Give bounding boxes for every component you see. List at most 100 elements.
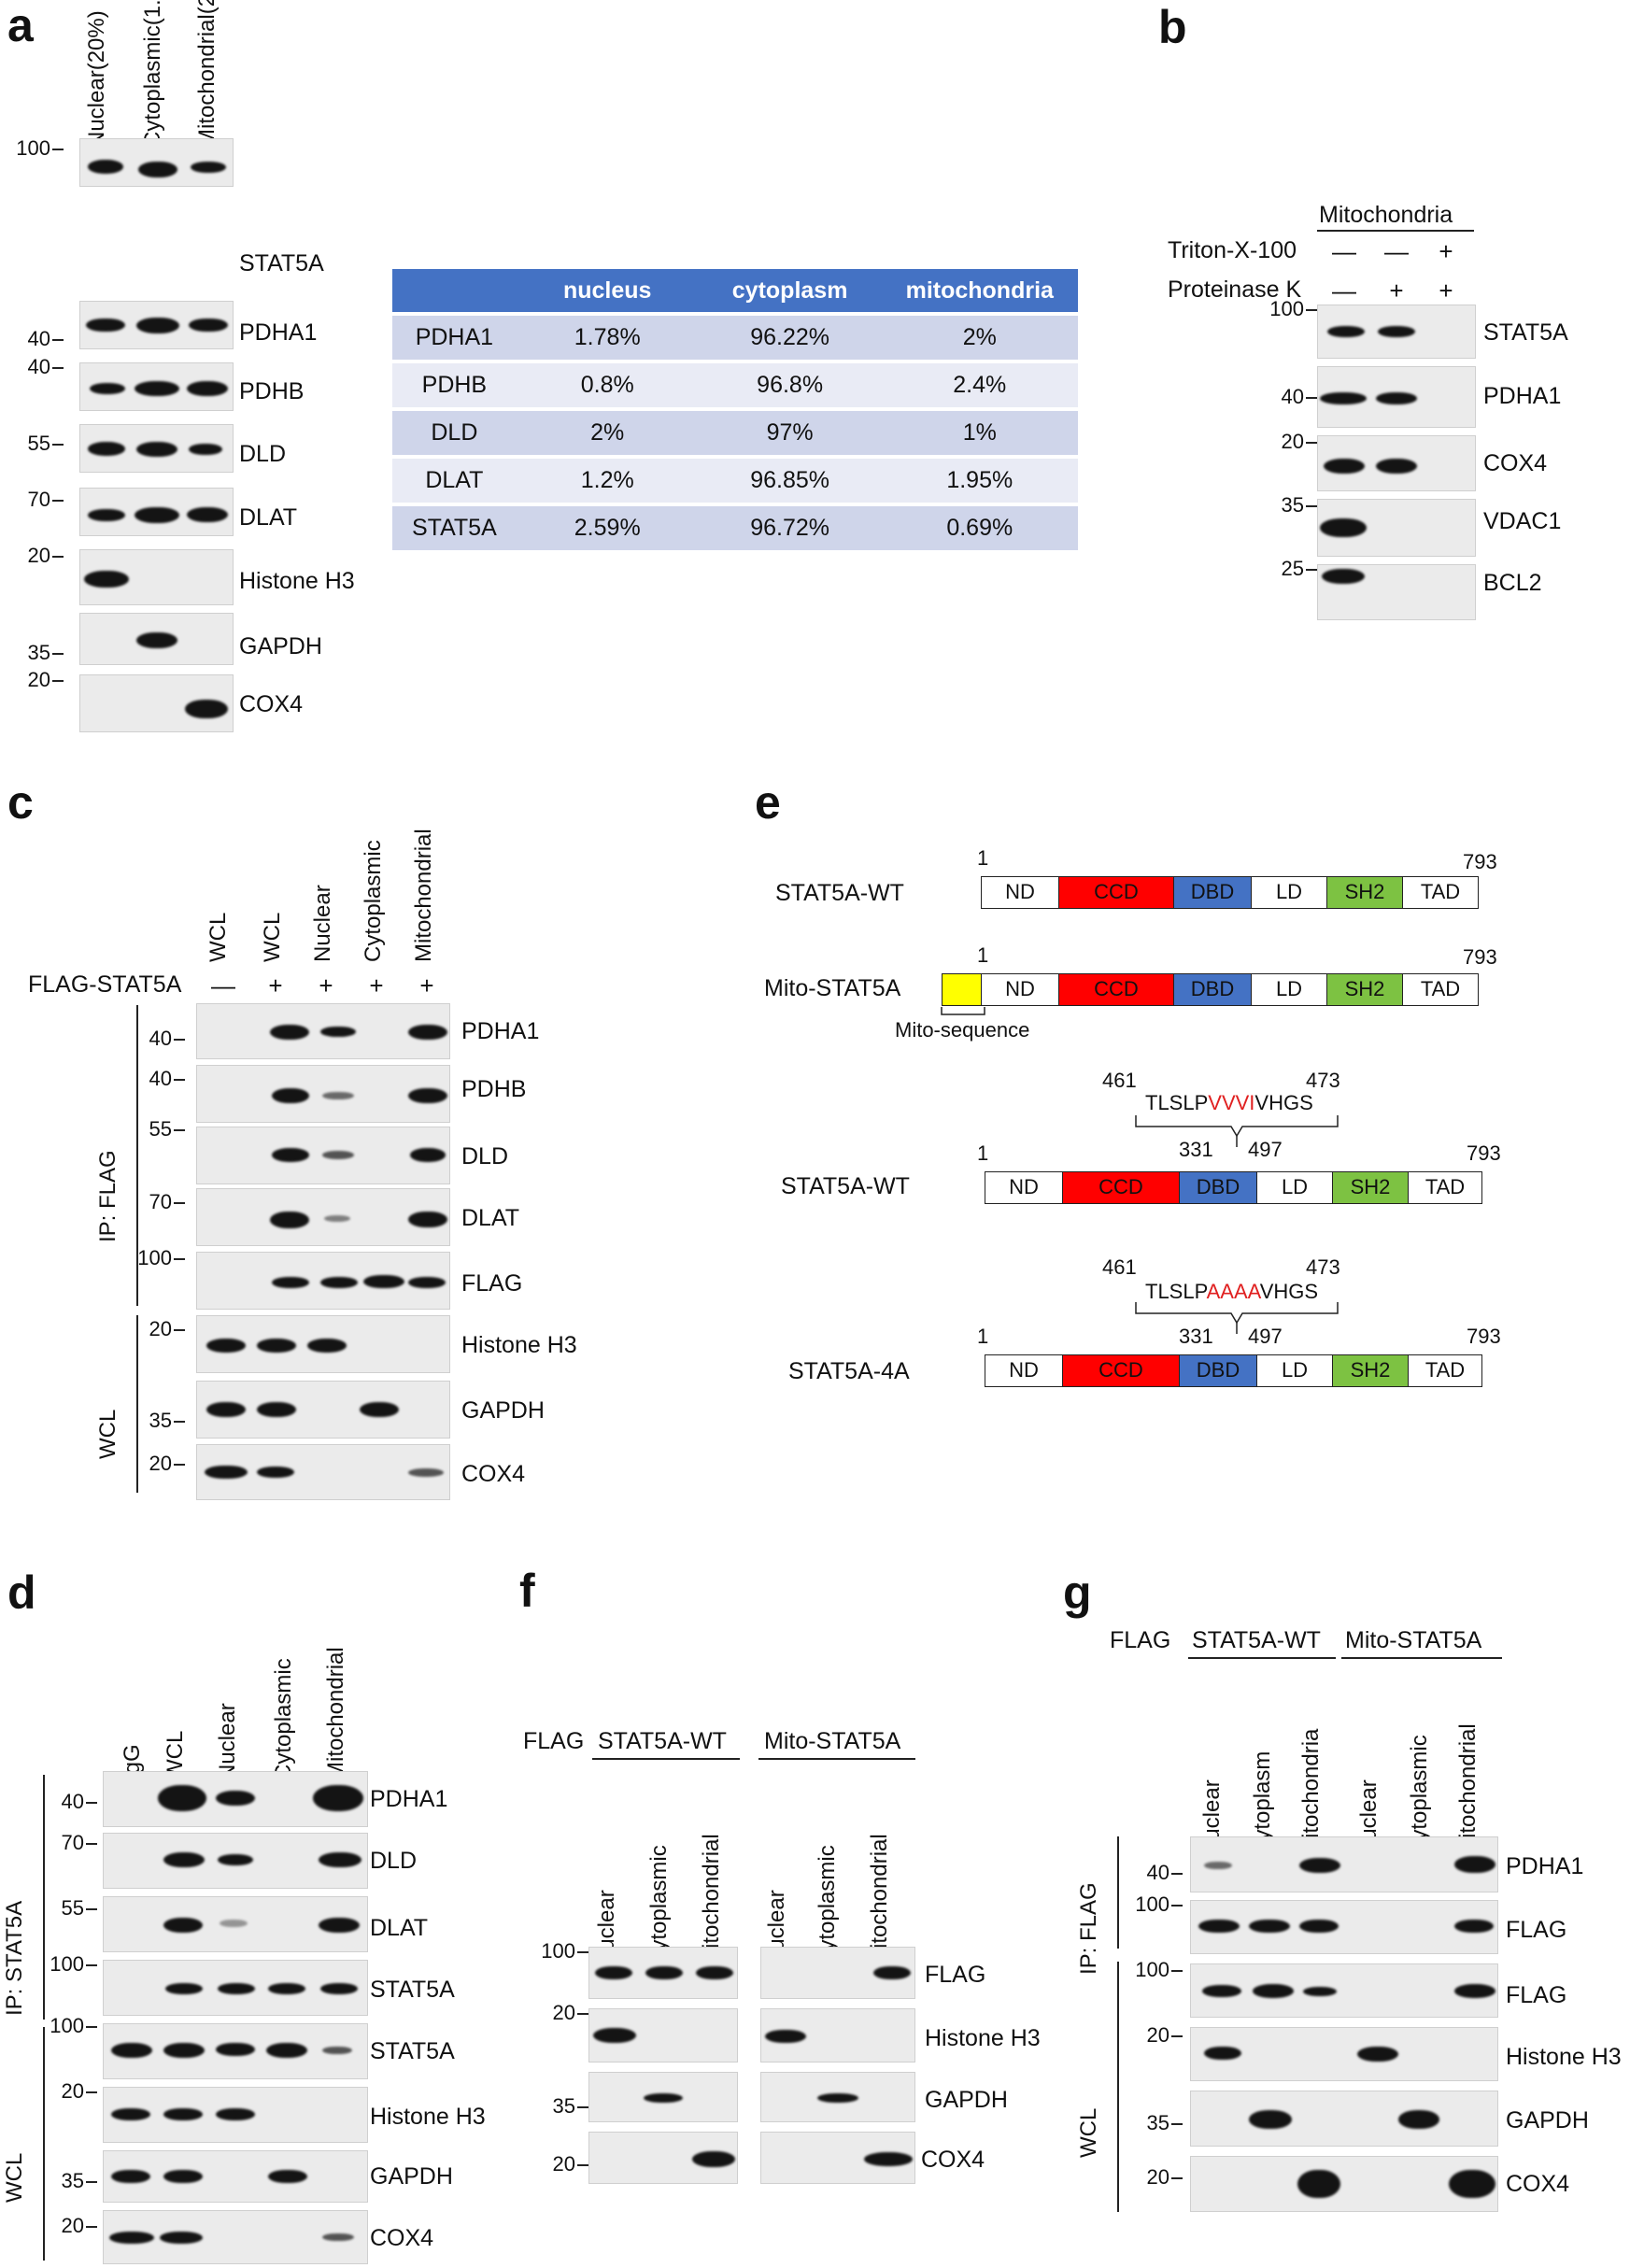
table-header: nucleus xyxy=(516,269,699,312)
condition-symbol: — xyxy=(1332,276,1356,305)
blot-strip xyxy=(79,301,234,349)
blot-band xyxy=(90,383,125,394)
protein-label-dld: DLD xyxy=(239,441,287,467)
blot-strip xyxy=(196,1381,450,1439)
table-cell: 2.59% xyxy=(516,506,699,550)
motif-sequence: TLSLPVVVIVHGS xyxy=(1145,1091,1313,1114)
blot-strip xyxy=(588,2008,738,2062)
domain-dbd: DBD xyxy=(1179,1171,1257,1204)
domain-dbd: DBD xyxy=(1173,973,1252,1006)
blot-strip xyxy=(588,2072,738,2122)
blot-band xyxy=(270,1025,309,1040)
blot-band xyxy=(408,1212,447,1227)
motif-sequence: TLSLPAAAAVHGS xyxy=(1145,1280,1319,1303)
mw-marker: 100 xyxy=(1128,1958,1183,1982)
residue-start: 1 xyxy=(977,1141,989,1165)
table-cell: STAT5A xyxy=(392,506,517,550)
group-bracket-wcl xyxy=(1117,1962,1119,2212)
protein-label-cox4: COX4 xyxy=(1483,450,1548,476)
blot-band xyxy=(1378,326,1415,337)
blot-strip xyxy=(1317,435,1476,491)
blot-band xyxy=(218,1983,255,1994)
blot-strip xyxy=(196,1188,450,1246)
protein-label-histone-h3: Histone H3 xyxy=(925,2025,1041,2051)
blot-band xyxy=(1320,392,1367,404)
blot-band xyxy=(220,1920,248,1927)
domain-nd: ND xyxy=(985,1171,1063,1204)
blot-band xyxy=(257,1467,294,1478)
blot-band xyxy=(1249,2110,1292,2129)
protein-label-pdha1: PDHA1 xyxy=(1506,1853,1584,1879)
protein-label-pdha1: PDHA1 xyxy=(370,1786,448,1812)
blot-band xyxy=(1324,459,1365,474)
blot-band xyxy=(319,1852,361,1867)
domain-dbd: DBD xyxy=(1179,1354,1257,1387)
mw-marker: 20 xyxy=(131,1452,185,1476)
condition-symbol: — xyxy=(1384,237,1409,265)
flag-label: FLAG xyxy=(523,1728,585,1754)
ip-label: IP: FLAG xyxy=(95,1150,120,1242)
blot-band xyxy=(360,1402,399,1417)
construct-name: STAT5A-WT xyxy=(781,1173,910,1199)
blot-band xyxy=(873,1966,911,1979)
blot-band xyxy=(136,632,177,648)
residue-end: 793 xyxy=(1467,1141,1501,1165)
blot-band xyxy=(187,381,228,396)
protein-label-cox4: COX4 xyxy=(461,1461,526,1487)
blot-band xyxy=(216,1791,255,1806)
blot-strip xyxy=(1317,305,1476,359)
blot-band xyxy=(408,1088,447,1103)
protein-label-gapdh: GAPDH xyxy=(370,2163,453,2190)
blot-band xyxy=(320,1983,358,1994)
residue-start: 1 xyxy=(977,846,989,870)
motif-start: 461 xyxy=(1102,1069,1137,1092)
mw-marker: 35 xyxy=(1263,493,1317,517)
blot-strip xyxy=(196,1315,450,1373)
blot-band xyxy=(88,509,125,521)
table-row: DLD 2% 97% 1% xyxy=(392,411,1078,455)
domain-ccd: CCD xyxy=(1062,1354,1180,1387)
table-cell: DLD xyxy=(392,411,517,455)
blot-band xyxy=(163,2170,203,2183)
blot-band xyxy=(185,700,228,718)
mw-marker: 55 xyxy=(9,432,64,456)
protein-label-flag-wcl: FLAG xyxy=(1506,1982,1567,2008)
blot-band xyxy=(1454,1984,1495,1998)
condition-symbol: + xyxy=(1439,237,1453,265)
table-cell: 1.2% xyxy=(516,459,699,503)
mw-marker: 20 xyxy=(9,544,64,568)
domain-nd: ND xyxy=(981,876,1059,909)
motif-bracket xyxy=(1135,1115,1339,1147)
fraction-table: nucleus cytoplasm mitochondria PDHA1 1.7… xyxy=(392,265,1078,554)
construct-name: STAT5A-WT xyxy=(775,880,904,906)
lane-label: Mitochondrial xyxy=(411,829,436,962)
blot-band xyxy=(216,2108,255,2120)
blot-band xyxy=(1357,2047,1398,2062)
mw-marker: 100 xyxy=(1128,1892,1183,1917)
blot-band xyxy=(1299,1858,1340,1873)
blot-strip xyxy=(103,1771,368,1827)
mw-marker: 40 xyxy=(9,355,64,379)
condition-symbol: + xyxy=(319,971,333,999)
blot-strip xyxy=(1190,1963,1498,2018)
dbd-start: 331 xyxy=(1179,1325,1213,1348)
protein-label-vdac1: VDAC1 xyxy=(1483,508,1562,534)
blot-strip xyxy=(1317,366,1476,428)
domain-tad: TAD xyxy=(1402,876,1479,909)
lane-label: Cytoplasmic(1.25%) xyxy=(140,0,165,148)
domain-ld: LD xyxy=(1256,1171,1333,1204)
blot-band xyxy=(410,1148,446,1162)
protein-label-stat5a: STAT5A xyxy=(370,1977,455,2003)
mw-marker: 40 xyxy=(131,1027,185,1051)
protein-label-gapdh: GAPDH xyxy=(461,1397,545,1424)
blot-band xyxy=(272,1088,309,1103)
blot-band xyxy=(88,442,125,456)
wcl-label: WCL xyxy=(1076,2107,1101,2158)
mw-marker: 35 xyxy=(9,641,64,665)
blot-band xyxy=(322,2233,354,2241)
blot-band xyxy=(163,1918,203,1933)
protein-label-flag: FLAG xyxy=(1506,1917,1567,1943)
protein-label-gapdh: GAPDH xyxy=(239,633,322,659)
mw-marker: 100 xyxy=(43,1952,97,1977)
protein-label-dld: DLD xyxy=(370,1848,418,1874)
